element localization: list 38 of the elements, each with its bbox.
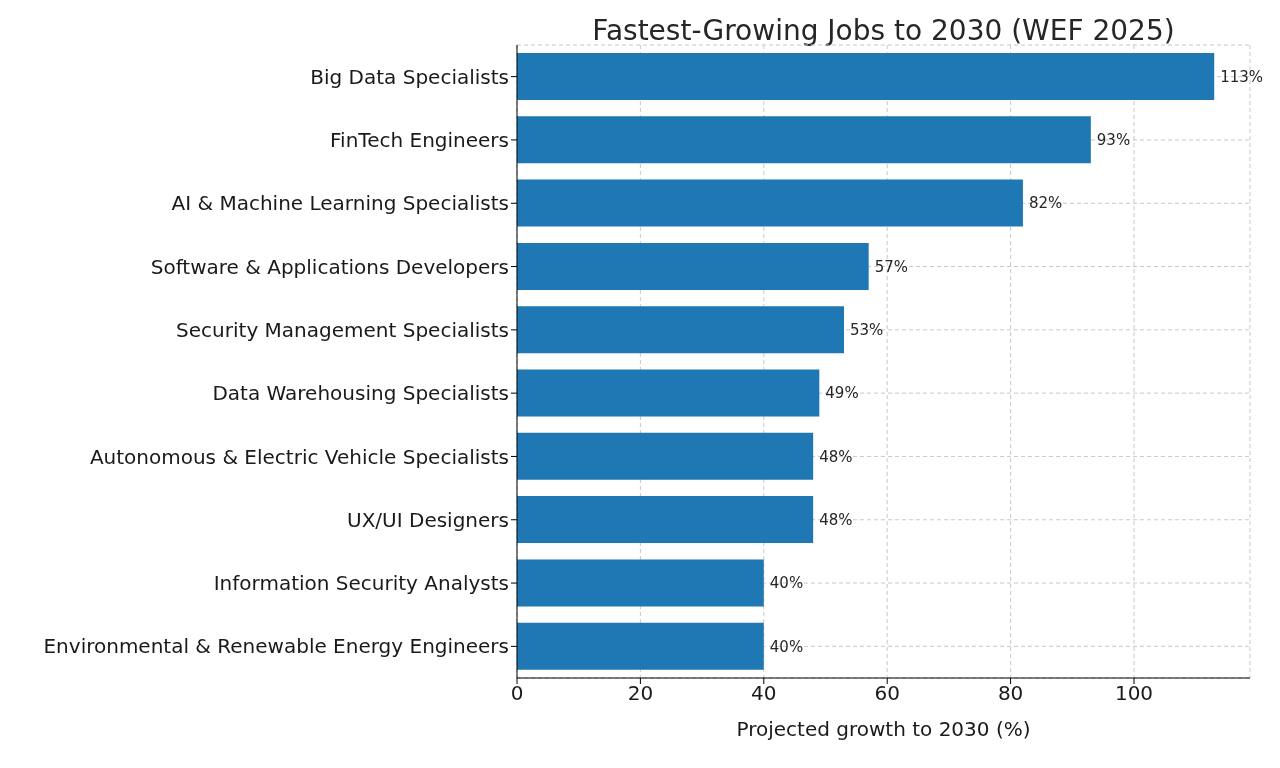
y-tick-label: Software & Applications Developers <box>150 254 509 279</box>
bar <box>517 116 1091 164</box>
y-tick-label: UX/UI Designers <box>347 507 509 532</box>
data-label: 49% <box>825 384 859 403</box>
bar <box>517 369 820 417</box>
x-tick-label: 0 <box>510 681 524 706</box>
data-label: 48% <box>819 510 853 529</box>
data-label: 53% <box>850 321 884 340</box>
data-label: 40% <box>769 574 804 593</box>
x-tick-label: 60 <box>874 681 900 706</box>
x-tick-label: 20 <box>627 681 654 706</box>
y-tick-label: Information Security Analysts <box>213 571 509 596</box>
y-tick-label: Environmental & Renewable Energy Engineers <box>43 634 509 659</box>
bar <box>517 432 814 480</box>
bar <box>517 622 764 670</box>
y-tick-label: Data Warehousing Specialists <box>212 381 509 406</box>
y-tick-label: FinTech Engineers <box>330 128 509 153</box>
data-label: 82% <box>1028 194 1063 213</box>
x-tick-label: 40 <box>751 681 777 706</box>
data-label: 93% <box>1096 131 1131 150</box>
chart-title: Fastest-Growing Jobs to 2030 (WEF 2025) <box>591 14 1176 47</box>
bar <box>517 53 1215 100</box>
bar <box>517 179 1023 227</box>
x-axis-title: Projected growth to 2030 (%) <box>736 717 1031 741</box>
data-label: 57% <box>874 257 909 276</box>
bar <box>517 306 845 354</box>
y-tick-label: Security Management Specialists <box>176 317 509 342</box>
data-label: 113% <box>1220 67 1264 86</box>
x-tick-label: 100 <box>1114 681 1154 706</box>
bar <box>517 559 764 607</box>
x-tick-label: 80 <box>997 681 1024 706</box>
y-tick-label: Autonomous & Electric Vehicle Specialists <box>89 444 509 469</box>
data-label: 48% <box>819 447 853 466</box>
bar <box>517 242 869 290</box>
bar <box>517 496 814 544</box>
y-tick-label: Big Data Specialists <box>310 64 509 89</box>
y-tick-label: AI & Machine Learning Specialists <box>171 191 509 216</box>
data-label: 40% <box>769 637 804 656</box>
